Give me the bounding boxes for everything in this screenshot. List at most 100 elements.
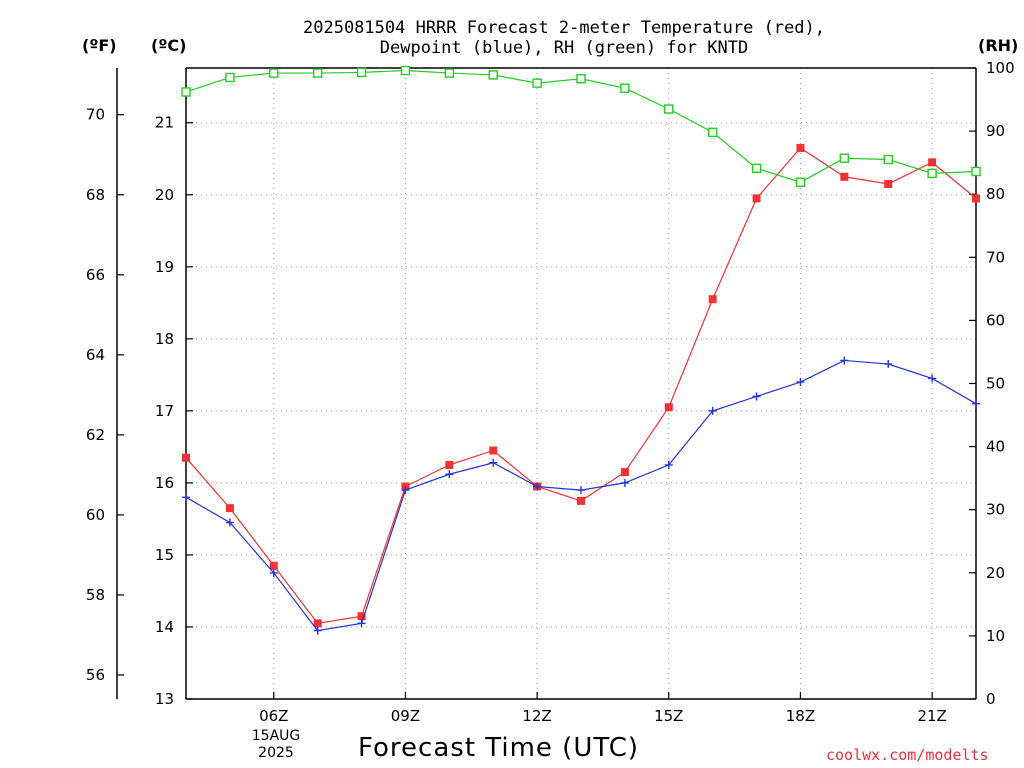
- temperature-point: [313, 619, 322, 628]
- data-series: [181, 65, 981, 635]
- dewpoint-point: [489, 458, 498, 467]
- celsius-tick-label: 21: [155, 114, 174, 132]
- rh-point: [269, 68, 279, 78]
- dewpoint-point: [884, 360, 893, 369]
- dewpoint-point: [401, 486, 410, 495]
- fahrenheit-tick-label: 66: [86, 266, 105, 284]
- temperature-point: [225, 504, 234, 513]
- temperature-point: [664, 403, 673, 412]
- temperature-point: [972, 194, 980, 203]
- temperature-point: [708, 295, 717, 304]
- rh-tick-label: 60: [986, 311, 1005, 329]
- celsius-tick-label: 20: [155, 186, 174, 204]
- dewpoint-point: [357, 619, 366, 628]
- fahrenheit-tick-label: 60: [86, 506, 105, 524]
- celsius-tick-label: 16: [155, 474, 174, 492]
- rh-point: [312, 68, 323, 78]
- dewpoint-point: [577, 486, 585, 495]
- celsius-tick-label: 18: [155, 330, 174, 348]
- temperature-line: [185, 147, 977, 625]
- dewpoint-point: [225, 518, 234, 527]
- rh-point: [664, 104, 674, 114]
- temperature-point: [269, 561, 278, 570]
- rh-tick-label: 0: [986, 690, 996, 708]
- celsius-tick-label: 14: [155, 618, 174, 636]
- fahrenheit-tick-label: 64: [86, 346, 105, 364]
- x-axis-title: Forecast Time (UTC): [358, 733, 640, 763]
- temperature-point: [182, 453, 190, 462]
- x-tick-label: 12Z: [522, 707, 551, 725]
- rh-point: [795, 177, 806, 187]
- x-tick-label: 18Z: [786, 707, 815, 725]
- rh-tick-label: 40: [986, 438, 1005, 456]
- rh-point: [576, 74, 586, 84]
- dewpoint-point: [313, 626, 322, 635]
- temperature-point: [884, 179, 893, 188]
- rh-tick-label: 90: [986, 122, 1005, 140]
- fahrenheit-tick-label: 58: [86, 586, 105, 604]
- dewpoint-point: [796, 378, 805, 387]
- x-tick-label: 15Z: [654, 707, 683, 725]
- rh-point: [225, 72, 235, 83]
- temperature-point: [445, 460, 454, 469]
- rh-tick-label: 70: [986, 248, 1005, 266]
- celsius-tick-label: 15: [155, 546, 174, 564]
- rh-point: [971, 166, 981, 177]
- rh-line: [185, 69, 977, 183]
- celsius-axis-label: (ºC): [151, 36, 187, 55]
- rh-tick-label: 80: [986, 185, 1005, 203]
- rh-tick-label: 20: [986, 564, 1005, 582]
- rh-series: [181, 65, 981, 187]
- rh-point: [883, 154, 893, 165]
- x-tick-label: 09Z: [391, 707, 420, 725]
- chart-title-line-1: 2025081504 HRRR Forecast 2-meter Tempera…: [303, 18, 825, 38]
- dewpoint-point: [972, 399, 980, 408]
- x-tick-label: 06Z: [259, 707, 288, 725]
- dewpoint-series: [182, 356, 980, 635]
- temperature-point: [752, 194, 761, 203]
- celsius-tick-label: 17: [155, 402, 174, 420]
- dewpoint-point: [752, 392, 761, 401]
- dewpoint-point: [182, 493, 190, 502]
- rh-point: [356, 67, 367, 78]
- temperature-point: [489, 446, 498, 455]
- temperature-point: [840, 172, 849, 181]
- fahrenheit-axis-label: (ºF): [82, 36, 117, 55]
- rh-tick-label: 30: [986, 501, 1005, 519]
- grid-lines: [186, 68, 976, 699]
- date-label-year: 2025: [258, 745, 294, 761]
- temperature-point: [357, 612, 366, 621]
- dewpoint-line: [185, 359, 977, 632]
- fahrenheit-tick-label: 56: [86, 666, 105, 684]
- rh-point: [707, 127, 718, 138]
- rh-point: [927, 168, 937, 179]
- temperature-point: [620, 468, 629, 477]
- dewpoint-point: [840, 356, 849, 365]
- source-credit-link[interactable]: coolwx.com/modelts: [826, 746, 989, 764]
- fahrenheit-tick-label: 62: [86, 426, 105, 444]
- rh-point: [400, 65, 411, 76]
- rh-point: [751, 163, 762, 174]
- axis-ticks: 13 14 15 16 17 18 19 20 21 56 58 60 62 64 66 68 70 0 10 20 3…: [86, 59, 1015, 725]
- rh-tick-label: 50: [986, 375, 1005, 393]
- fahrenheit-tick-label: 68: [86, 186, 105, 204]
- temperature-point: [796, 143, 805, 152]
- rh-point: [839, 153, 850, 163]
- rh-point: [181, 87, 191, 97]
- dewpoint-point: [533, 482, 542, 491]
- dewpoint-point: [664, 460, 673, 469]
- temperature-series: [182, 143, 980, 628]
- celsius-tick-label: 19: [155, 258, 174, 276]
- fahrenheit-tick-label: 70: [86, 106, 105, 124]
- rh-point: [620, 83, 630, 93]
- dewpoint-point: [445, 470, 454, 479]
- rh-tick-label: 10: [986, 627, 1005, 645]
- rh-tick-label: 100: [986, 59, 1015, 77]
- temperature-point: [577, 496, 585, 505]
- rh-axis-label: (RH): [978, 36, 1019, 55]
- dewpoint-point: [620, 478, 629, 487]
- celsius-tick-label: 13: [155, 690, 174, 708]
- x-tick-label: 21Z: [917, 707, 946, 725]
- chart-title-line-2: Dewpoint (blue), RH (green) for KNTD: [379, 38, 749, 58]
